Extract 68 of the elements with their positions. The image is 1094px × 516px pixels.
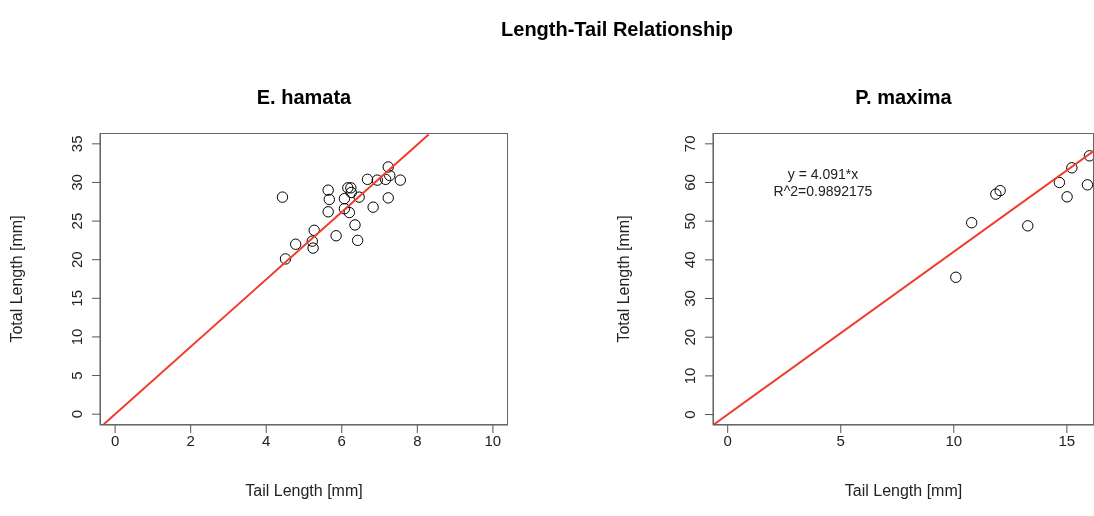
point xyxy=(371,174,383,186)
x-tick-label: 15 xyxy=(1058,431,1076,449)
y-tick-label: 20 xyxy=(68,251,85,269)
chart-title: E. hamata xyxy=(255,86,353,109)
point xyxy=(353,191,365,203)
point xyxy=(994,184,1006,197)
annotation: R^2=0.9892175 xyxy=(772,183,874,199)
x-tick-label: 10 xyxy=(484,431,502,449)
point xyxy=(289,238,302,250)
point xyxy=(349,219,361,231)
point xyxy=(1061,191,1073,203)
point xyxy=(990,188,1002,200)
y-tick-label: 60 xyxy=(681,174,698,191)
point xyxy=(1022,220,1034,232)
x-tick-label: 5 xyxy=(836,431,845,449)
point xyxy=(394,174,407,186)
point xyxy=(306,235,319,247)
point xyxy=(379,173,392,186)
y-tick-label: 50 xyxy=(681,212,698,230)
y-tick-label: 15 xyxy=(68,289,85,307)
y-tick-label: 30 xyxy=(68,174,85,191)
point xyxy=(330,230,342,242)
x-tick-label: 0 xyxy=(110,431,120,449)
x-tick-label: 0 xyxy=(723,431,732,449)
point xyxy=(1053,176,1066,189)
y-tick-label: 25 xyxy=(68,212,85,230)
x-axis-title: Tail Length [mm] xyxy=(844,482,963,499)
point xyxy=(307,242,319,254)
y-tick-label: 0 xyxy=(681,410,698,419)
annotation: y = 4.091*x xyxy=(786,166,860,182)
y-tick-label: 70 xyxy=(681,135,698,153)
point xyxy=(367,201,379,213)
y-tick-label: 20 xyxy=(681,328,698,346)
point xyxy=(382,161,394,173)
point xyxy=(382,192,394,204)
y-tick-label: 10 xyxy=(68,328,85,346)
point xyxy=(1066,162,1078,174)
point xyxy=(1081,179,1094,191)
y-tick-label: 5 xyxy=(68,371,85,380)
x-tick-label: 2 xyxy=(186,431,195,449)
point xyxy=(322,206,334,218)
y-axis-title: Total Length [mm] xyxy=(7,215,25,343)
point xyxy=(345,186,357,199)
x-tick-label: 8 xyxy=(413,431,422,449)
point xyxy=(322,184,334,196)
point xyxy=(965,217,978,229)
y-tick-label: 0 xyxy=(68,410,85,419)
y-tick-label: 10 xyxy=(681,367,698,385)
point xyxy=(276,191,289,203)
point xyxy=(308,224,320,237)
point xyxy=(338,203,351,215)
y-tick-label: 30 xyxy=(681,290,698,307)
x-axis-title: Tail Length [mm] xyxy=(245,482,363,499)
y-tick-label: 40 xyxy=(681,251,698,269)
point xyxy=(351,234,364,247)
point xyxy=(343,206,356,219)
x-tick-label: 6 xyxy=(337,431,346,449)
y-tick-label: 35 xyxy=(68,135,85,153)
point xyxy=(279,253,292,265)
point xyxy=(361,173,374,186)
point xyxy=(338,192,351,205)
text: Length-Tail Relationship xyxy=(500,18,734,41)
point xyxy=(950,271,962,283)
x-tick-label: 10 xyxy=(945,431,963,449)
point xyxy=(323,193,336,206)
x-tick-label: 4 xyxy=(262,431,271,449)
chart-title: P. maxima xyxy=(854,86,953,109)
y-axis-title: Total Length [mm] xyxy=(614,215,632,343)
